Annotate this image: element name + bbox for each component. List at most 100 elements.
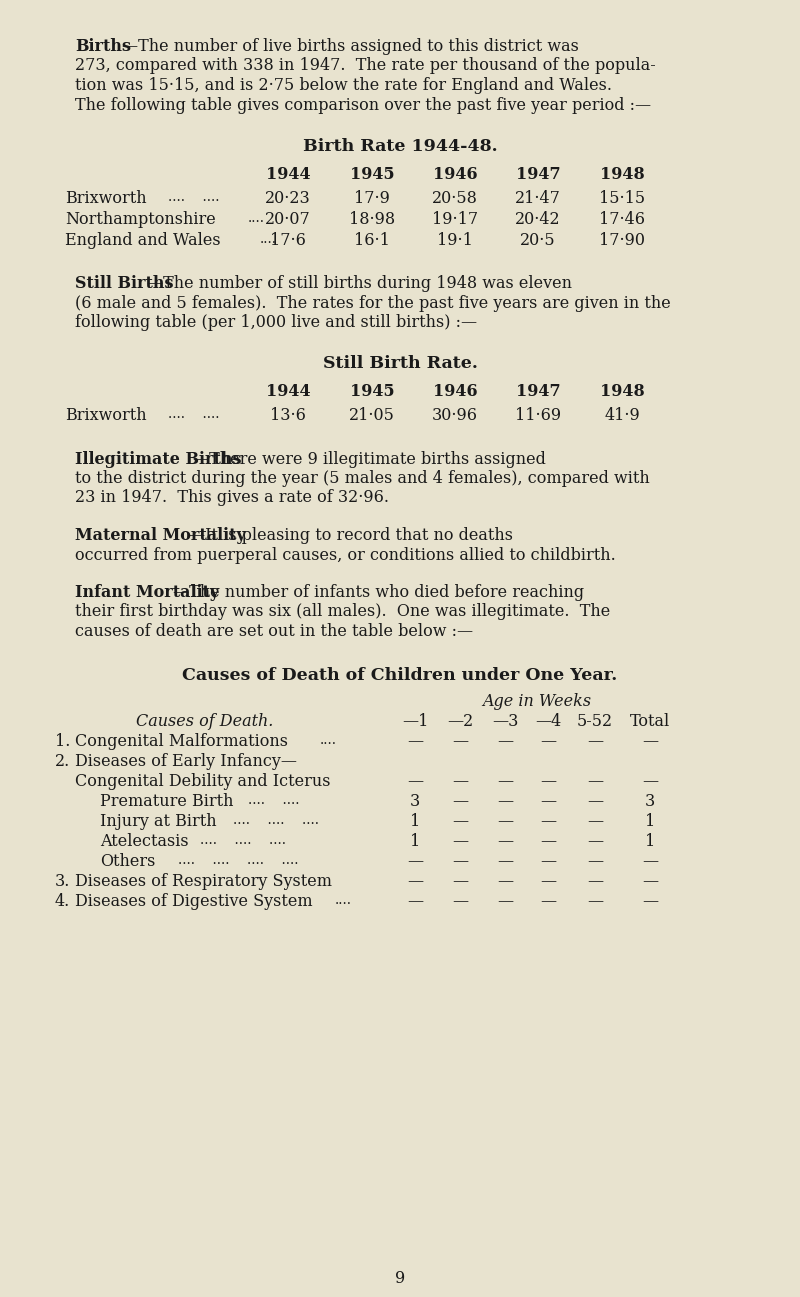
Text: —2: —2 bbox=[447, 712, 473, 729]
Text: Diseases of Digestive System: Diseases of Digestive System bbox=[75, 894, 313, 910]
Text: Birth Rate 1944-48.: Birth Rate 1944-48. bbox=[302, 137, 498, 156]
Text: —: — bbox=[452, 734, 468, 751]
Text: ....: .... bbox=[335, 894, 352, 908]
Text: 4.: 4. bbox=[55, 894, 70, 910]
Text: Premature Birth: Premature Birth bbox=[100, 794, 234, 811]
Text: —: — bbox=[452, 794, 468, 811]
Text: Infant Mortality: Infant Mortality bbox=[75, 584, 219, 601]
Text: 5-52: 5-52 bbox=[577, 712, 613, 729]
Text: ....    ....    ....: .... .... .... bbox=[200, 834, 286, 847]
Text: 20·42: 20·42 bbox=[515, 211, 561, 228]
Text: 21·05: 21·05 bbox=[349, 407, 395, 424]
Text: —: — bbox=[452, 853, 468, 870]
Text: —: — bbox=[452, 813, 468, 830]
Text: 20·58: 20·58 bbox=[432, 189, 478, 208]
Text: 41·9: 41·9 bbox=[604, 407, 640, 424]
Text: ....    ....    ....: .... .... .... bbox=[233, 813, 319, 827]
Text: 17·90: 17·90 bbox=[599, 232, 645, 249]
Text: Diseases of Respiratory System: Diseases of Respiratory System bbox=[75, 873, 332, 891]
Text: —: — bbox=[587, 794, 603, 811]
Text: England and Wales: England and Wales bbox=[65, 232, 221, 249]
Text: —It is pleasing to record that no deaths: —It is pleasing to record that no deaths bbox=[189, 527, 513, 543]
Text: 20·5: 20·5 bbox=[520, 232, 556, 249]
Text: —: — bbox=[642, 873, 658, 891]
Text: —: — bbox=[540, 813, 556, 830]
Text: Brixworth: Brixworth bbox=[65, 407, 146, 424]
Text: (6 male and 5 females).  The rates for the past five years are given in the: (6 male and 5 females). The rates for th… bbox=[75, 294, 670, 311]
Text: —: — bbox=[497, 853, 513, 870]
Text: 21·47: 21·47 bbox=[515, 189, 561, 208]
Text: 3: 3 bbox=[645, 794, 655, 811]
Text: Atelectasis: Atelectasis bbox=[100, 834, 189, 851]
Text: —: — bbox=[407, 734, 423, 751]
Text: 2.: 2. bbox=[55, 754, 70, 770]
Text: Congenital Malformations: Congenital Malformations bbox=[75, 734, 288, 751]
Text: —: — bbox=[540, 873, 556, 891]
Text: 18·98: 18·98 bbox=[349, 211, 395, 228]
Text: 11·69: 11·69 bbox=[515, 407, 561, 424]
Text: —: — bbox=[497, 734, 513, 751]
Text: 19·1: 19·1 bbox=[437, 232, 473, 249]
Text: —: — bbox=[540, 734, 556, 751]
Text: 23 in 1947.  This gives a rate of 32·96.: 23 in 1947. This gives a rate of 32·96. bbox=[75, 489, 389, 507]
Text: —: — bbox=[587, 773, 603, 790]
Text: Total: Total bbox=[630, 712, 670, 729]
Text: 3.: 3. bbox=[55, 873, 70, 891]
Text: —: — bbox=[587, 873, 603, 891]
Text: 1: 1 bbox=[645, 813, 655, 830]
Text: ....    ....    ....    ....: .... .... .... .... bbox=[178, 853, 298, 868]
Text: Maternal Mortality: Maternal Mortality bbox=[75, 527, 246, 543]
Text: 1: 1 bbox=[645, 834, 655, 851]
Text: 1948: 1948 bbox=[600, 166, 644, 183]
Text: —: — bbox=[497, 834, 513, 851]
Text: —The number of still births during 1948 was eleven: —The number of still births during 1948 … bbox=[147, 275, 572, 292]
Text: —: — bbox=[452, 873, 468, 891]
Text: 16·1: 16·1 bbox=[354, 232, 390, 249]
Text: —: — bbox=[497, 794, 513, 811]
Text: —: — bbox=[587, 834, 603, 851]
Text: 9: 9 bbox=[395, 1270, 405, 1287]
Text: 1944: 1944 bbox=[266, 384, 310, 401]
Text: —: — bbox=[587, 853, 603, 870]
Text: 20·07: 20·07 bbox=[265, 211, 311, 228]
Text: —: — bbox=[587, 813, 603, 830]
Text: 17·46: 17·46 bbox=[599, 211, 645, 228]
Text: —: — bbox=[540, 894, 556, 910]
Text: 1: 1 bbox=[410, 813, 420, 830]
Text: Northamptonshire: Northamptonshire bbox=[65, 211, 216, 228]
Text: 1946: 1946 bbox=[433, 384, 478, 401]
Text: ....: .... bbox=[320, 734, 337, 747]
Text: 1947: 1947 bbox=[516, 384, 560, 401]
Text: Others: Others bbox=[100, 853, 155, 870]
Text: 17·6: 17·6 bbox=[270, 232, 306, 249]
Text: ....    ....: .... .... bbox=[168, 189, 219, 204]
Text: Births: Births bbox=[75, 38, 131, 54]
Text: —: — bbox=[642, 773, 658, 790]
Text: causes of death are set out in the table below :—: causes of death are set out in the table… bbox=[75, 623, 473, 639]
Text: 17·9: 17·9 bbox=[354, 189, 390, 208]
Text: ....    ....: .... .... bbox=[168, 407, 219, 422]
Text: —There were 9 illegitimate births assigned: —There were 9 illegitimate births assign… bbox=[193, 450, 546, 467]
Text: —3: —3 bbox=[492, 712, 518, 729]
Text: —: — bbox=[452, 894, 468, 910]
Text: Injury at Birth: Injury at Birth bbox=[100, 813, 217, 830]
Text: 1948: 1948 bbox=[600, 384, 644, 401]
Text: —: — bbox=[642, 853, 658, 870]
Text: tion was 15·15, and is 2·75 below the rate for England and Wales.: tion was 15·15, and is 2·75 below the ra… bbox=[75, 77, 612, 93]
Text: Still Birth Rate.: Still Birth Rate. bbox=[322, 355, 478, 372]
Text: —: — bbox=[587, 894, 603, 910]
Text: —4: —4 bbox=[535, 712, 561, 729]
Text: 3: 3 bbox=[410, 794, 420, 811]
Text: —: — bbox=[497, 813, 513, 830]
Text: 1945: 1945 bbox=[350, 384, 394, 401]
Text: 30·96: 30·96 bbox=[432, 407, 478, 424]
Text: 1945: 1945 bbox=[350, 166, 394, 183]
Text: Age in Weeks: Age in Weeks bbox=[482, 693, 591, 709]
Text: —The number of infants who died before reaching: —The number of infants who died before r… bbox=[173, 584, 584, 601]
Text: —1: —1 bbox=[402, 712, 428, 729]
Text: —: — bbox=[642, 894, 658, 910]
Text: Brixworth: Brixworth bbox=[65, 189, 146, 208]
Text: 20·23: 20·23 bbox=[265, 189, 311, 208]
Text: —: — bbox=[407, 773, 423, 790]
Text: 273, compared with 338 in 1947.  The rate per thousand of the popula-: 273, compared with 338 in 1947. The rate… bbox=[75, 57, 656, 74]
